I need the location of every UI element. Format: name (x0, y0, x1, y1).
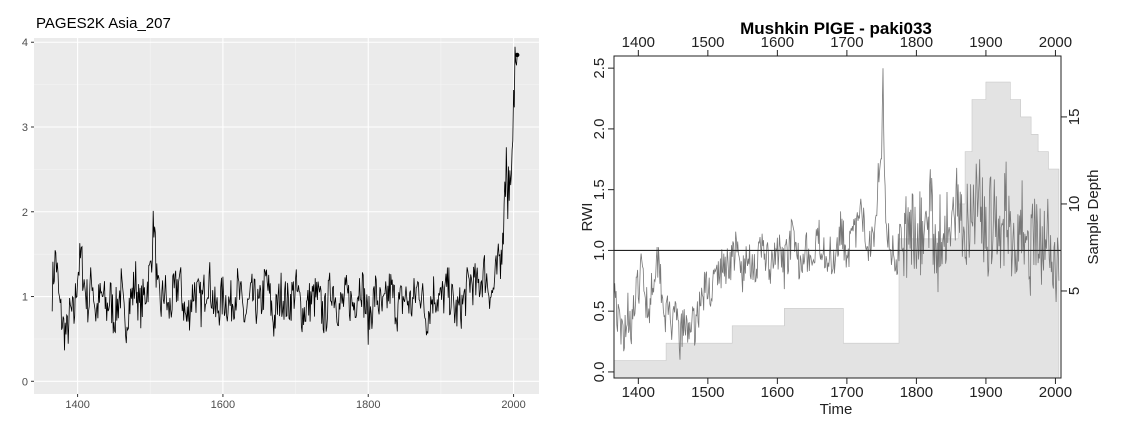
left-x-tick-label: 1400 (65, 399, 89, 411)
right-y2-ticks: 5 10 15 (1061, 109, 1083, 295)
right-chart: Mushkin PIGE - paki033 1400 1500 1600 1700 1… (579, 19, 1102, 418)
right-y-tick-label: 0.0 (591, 361, 608, 382)
right-x-tick-label: 1600 (761, 384, 794, 401)
left-y-tick-label: 3 (22, 122, 28, 134)
right-y2-label: Sample Depth (1085, 169, 1102, 264)
right-top-x-tick-label: 1700 (830, 34, 863, 51)
left-last-point (515, 52, 520, 58)
right-x-tick-label: 2000 (1039, 384, 1072, 401)
right-top-x-tick-label: 2000 (1039, 34, 1072, 51)
right-top-x-tick-label: 1400 (622, 34, 655, 51)
left-x-ticks: 1400 1600 1800 2000 (65, 394, 526, 411)
left-y-tick-label: 4 (22, 37, 28, 49)
left-y-tick-label: 1 (22, 292, 28, 304)
right-chart-title: Mushkin PIGE - paki033 (740, 19, 932, 38)
sample-depth-fill (613, 81, 1060, 379)
left-data-line (51, 46, 518, 351)
left-chart: PAGES2K Asia_207 1400 1600 1800 2000 0 1 2 3 4 (22, 15, 539, 411)
left-y-tick-label: 0 (22, 376, 28, 388)
right-y2-tick-label: 15 (1066, 109, 1083, 126)
right-y-tick-label: 1.0 (591, 240, 608, 261)
rwi-data-line (613, 68, 1060, 360)
right-x-label: Time (820, 401, 853, 418)
right-top-x-tick-label: 1500 (691, 34, 724, 51)
right-x-ticks-bottom: 1400 1500 1600 1700 1800 1900 2000 (622, 378, 1072, 401)
right-y2-tick-label: 10 (1066, 196, 1083, 213)
right-x-tick-label: 1800 (900, 384, 933, 401)
left-x-tick-label: 1800 (356, 399, 380, 411)
right-y-tick-label: 2.5 (591, 58, 608, 79)
left-y-ticks: 0 1 2 3 4 (22, 37, 34, 388)
right-rwi-series (613, 68, 1060, 360)
left-plot-panel (34, 38, 539, 394)
right-x-ticks-top: 1400 1500 1600 1700 1800 1900 2000 (622, 34, 1072, 56)
right-y2-tick-label: 5 (1066, 287, 1083, 295)
right-top-x-tick-label: 1900 (969, 34, 1002, 51)
right-x-tick-label: 1500 (691, 384, 724, 401)
right-y-tick-label: 1.5 (591, 179, 608, 200)
right-sample-depth-area (613, 81, 1060, 379)
left-series (51, 46, 520, 351)
right-y-tick-label: 0.5 (591, 301, 608, 322)
right-top-x-tick-label: 1800 (900, 34, 933, 51)
left-y-tick-label: 2 (22, 207, 28, 219)
right-y-label: RWI (579, 203, 596, 232)
right-x-tick-label: 1900 (969, 384, 1002, 401)
left-x-tick-label: 2000 (501, 399, 525, 411)
left-chart-title: PAGES2K Asia_207 (36, 15, 171, 32)
right-y-ticks: 0.0 0.5 1.0 1.5 2.0 2.5 (591, 58, 614, 382)
right-y-tick-label: 2.0 (591, 118, 608, 139)
right-x-tick-label: 1700 (830, 384, 863, 401)
right-plot-frame (613, 55, 1062, 379)
left-x-tick-label: 1600 (211, 399, 235, 411)
right-top-x-tick-label: 1600 (761, 34, 794, 51)
right-x-tick-label: 1400 (622, 384, 655, 401)
